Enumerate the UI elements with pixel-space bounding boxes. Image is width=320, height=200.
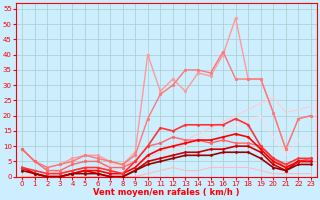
X-axis label: Vent moyen/en rafales ( km/h ): Vent moyen/en rafales ( km/h ) <box>93 188 240 197</box>
